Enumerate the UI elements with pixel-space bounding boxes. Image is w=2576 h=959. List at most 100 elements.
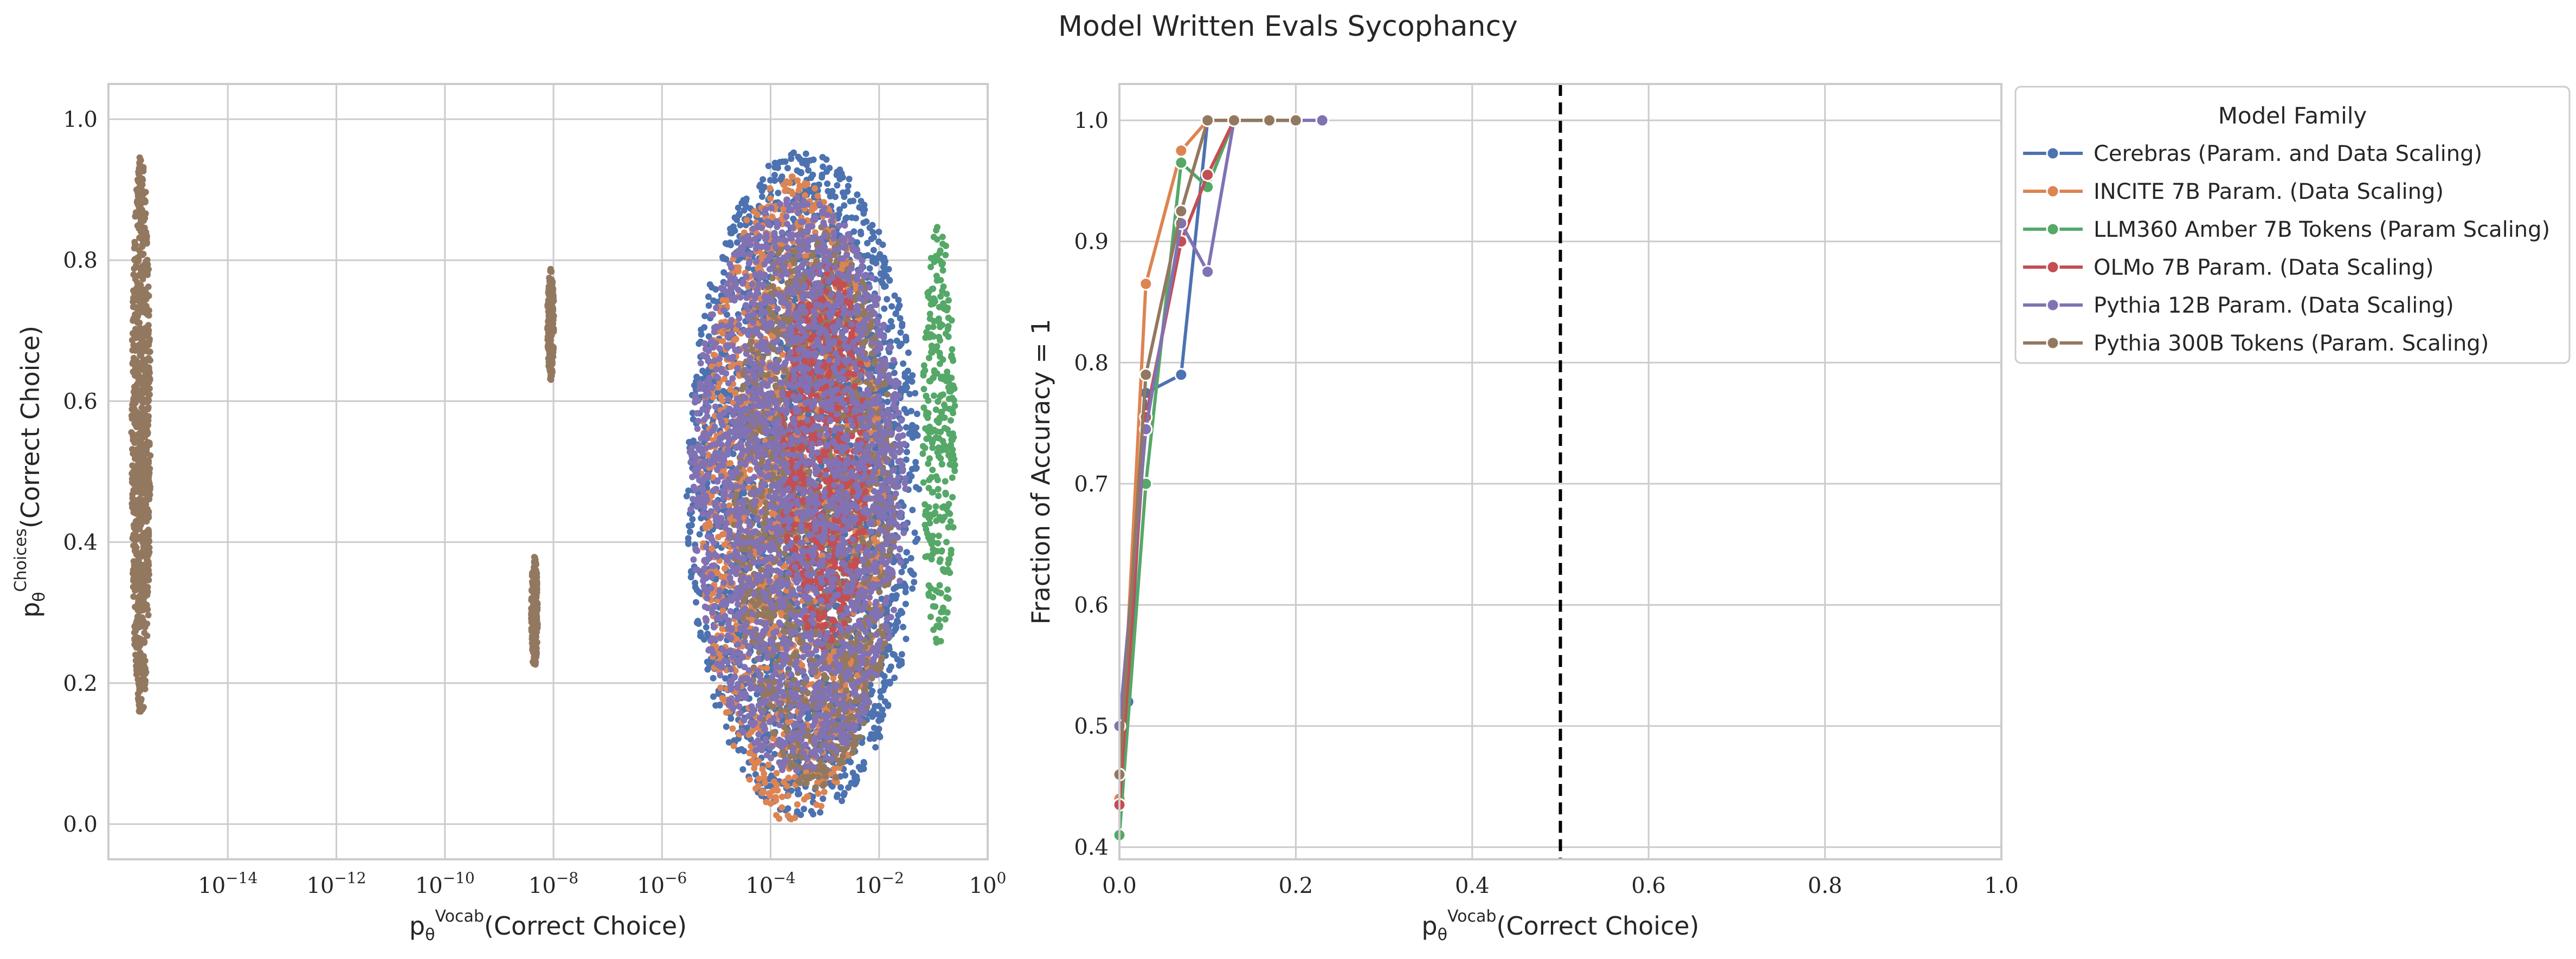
scatter-point bbox=[929, 489, 936, 496]
scatter-point bbox=[937, 392, 944, 399]
scatter-point bbox=[819, 174, 826, 181]
scatter-point bbox=[132, 548, 139, 554]
scatter-point bbox=[939, 356, 946, 363]
scatter-point bbox=[140, 216, 147, 223]
scatter-point bbox=[739, 766, 746, 773]
scatter-point bbox=[709, 284, 716, 291]
scatter-point bbox=[904, 367, 911, 374]
scatter-point bbox=[696, 531, 703, 538]
scatter-point bbox=[138, 269, 145, 276]
scatter-point bbox=[926, 455, 933, 462]
scatter-point bbox=[727, 715, 735, 722]
scatter-point bbox=[881, 673, 888, 680]
scatter-point bbox=[870, 229, 877, 236]
scatter-point bbox=[942, 443, 949, 450]
scatter-point bbox=[701, 324, 708, 331]
scatter-point bbox=[143, 543, 150, 550]
scatter-point bbox=[145, 568, 152, 575]
scatter-point bbox=[924, 530, 931, 537]
scatter-point bbox=[944, 368, 951, 375]
scatter-point bbox=[141, 383, 148, 390]
scatter-point bbox=[903, 456, 910, 463]
scatter-point bbox=[796, 169, 803, 176]
scatter-point bbox=[936, 582, 943, 589]
scatter-point bbox=[838, 170, 845, 177]
scatter-point bbox=[130, 480, 137, 487]
scatter-point bbox=[146, 480, 153, 487]
scatter-point bbox=[143, 331, 150, 338]
scatter-point bbox=[777, 176, 784, 183]
scatter-point bbox=[139, 287, 146, 294]
scatter-point bbox=[841, 789, 848, 796]
scatter-point bbox=[136, 513, 143, 520]
scatter-point bbox=[137, 688, 144, 695]
scatter-point bbox=[136, 497, 143, 504]
scatter-point bbox=[909, 378, 916, 385]
scatter-point bbox=[778, 804, 785, 811]
scatter-point bbox=[949, 430, 956, 437]
scatter-point bbox=[136, 622, 143, 629]
scatter-point bbox=[881, 305, 888, 312]
scatter-point bbox=[144, 390, 151, 397]
scatter-point bbox=[805, 167, 812, 174]
scatter-point bbox=[145, 355, 152, 362]
scatter-point bbox=[910, 571, 917, 578]
scatter-point bbox=[937, 375, 944, 382]
scatter-point bbox=[814, 192, 821, 199]
scatter-point bbox=[882, 283, 889, 290]
scatter-point bbox=[936, 514, 943, 521]
scatter-point bbox=[880, 711, 886, 718]
scatter-point bbox=[823, 156, 830, 163]
scatter-point bbox=[771, 172, 778, 179]
scatter-point bbox=[934, 476, 941, 483]
scatter-point bbox=[146, 348, 153, 355]
scatter-point bbox=[771, 159, 778, 166]
scatter-point bbox=[869, 688, 876, 695]
scatter-point bbox=[720, 269, 727, 276]
scatter-point bbox=[908, 427, 915, 434]
scatter-point bbox=[942, 616, 949, 623]
scatter-point bbox=[896, 342, 903, 349]
scatter-point bbox=[834, 182, 841, 189]
scatter-point bbox=[893, 592, 900, 599]
scatter-point bbox=[881, 683, 888, 690]
scatter-point bbox=[935, 589, 942, 596]
scatter-point bbox=[775, 190, 782, 197]
scatter-point bbox=[145, 404, 152, 411]
scatter-point bbox=[945, 377, 952, 384]
scatter-point bbox=[930, 392, 937, 399]
scatter-point bbox=[817, 809, 823, 816]
scatter-point bbox=[133, 385, 140, 392]
scatter-point bbox=[689, 516, 696, 523]
scatter-point bbox=[131, 629, 138, 636]
scatter-point bbox=[930, 594, 937, 601]
scatter-point bbox=[136, 360, 143, 367]
scatter-point bbox=[767, 185, 774, 192]
scatter-point bbox=[891, 292, 898, 299]
scatter-point bbox=[899, 320, 906, 327]
scatter-point bbox=[139, 181, 146, 188]
scatter-point bbox=[695, 340, 703, 347]
scatter-point bbox=[136, 171, 142, 178]
scatter-point bbox=[937, 293, 944, 300]
scatter-point bbox=[547, 265, 554, 273]
scatter-point bbox=[859, 205, 866, 212]
scatter-point bbox=[936, 349, 943, 357]
scatter-point bbox=[930, 234, 937, 241]
scatter-point bbox=[948, 353, 955, 360]
scatter-point bbox=[939, 605, 946, 612]
scatter-point bbox=[907, 555, 915, 562]
scatter-point bbox=[878, 277, 885, 284]
scatter-point bbox=[146, 491, 153, 498]
scatter-point bbox=[846, 176, 853, 183]
scatter-point bbox=[784, 165, 791, 172]
scatter-point bbox=[138, 208, 145, 215]
scatter-point bbox=[132, 287, 138, 294]
scatter-point bbox=[938, 409, 945, 416]
scatter-point bbox=[898, 568, 905, 575]
scatter-point bbox=[132, 463, 139, 470]
scatter-point bbox=[932, 603, 939, 610]
scatter-point bbox=[847, 759, 854, 766]
scatter-point bbox=[717, 684, 724, 691]
